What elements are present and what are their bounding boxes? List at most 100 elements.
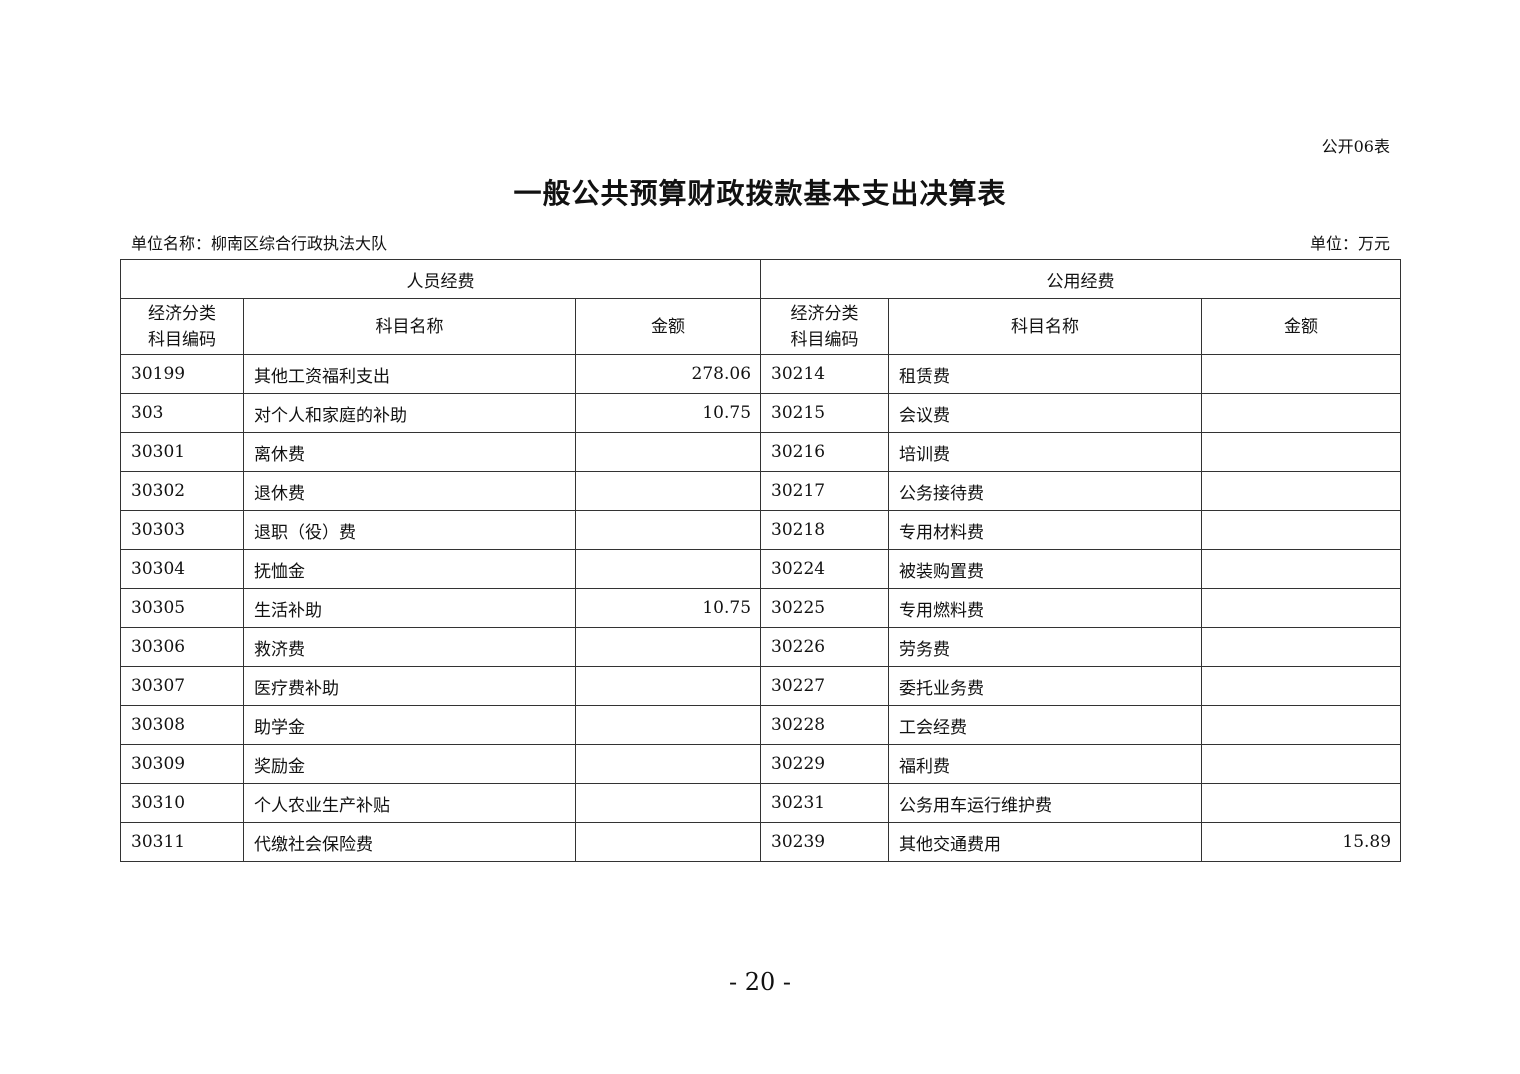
public-amount-cell: [1201, 549, 1402, 589]
public-amount-cell: [1201, 666, 1402, 706]
group-header-public: 公用经费: [760, 259, 1402, 299]
personnel-name-cell: 生活补助: [243, 588, 576, 628]
public-name-cell: 培训费: [888, 432, 1203, 472]
page-number: - 20 -: [728, 968, 791, 996]
personnel-name-cell: 对个人和家庭的补助: [243, 393, 576, 433]
public-name-cell: 公务用车运行维护费: [888, 783, 1203, 823]
header-name: 科目名称: [888, 298, 1203, 355]
personnel-code-cell: 30309: [120, 744, 244, 784]
personnel-name-cell: 离休费: [243, 432, 576, 472]
public-amount-cell: [1201, 471, 1402, 511]
group-header-personnel: 人员经费: [119, 259, 762, 299]
public-amount-cell: [1201, 354, 1402, 394]
table-row: 30304 抚恤金 30224 被装购置费: [120, 549, 1402, 589]
table-row: 30307 医疗费补助 30227 委托业务费: [120, 666, 1402, 706]
personnel-amount-cell: [574, 549, 762, 589]
personnel-code-cell: 30301: [120, 432, 244, 472]
public-code-cell: 30225: [760, 588, 890, 628]
table-row: 303 对个人和家庭的补助 10.75 30215 会议费: [120, 393, 1402, 433]
header-name: 科目名称: [243, 298, 576, 355]
header-amount: 金额: [574, 298, 762, 355]
personnel-amount-cell: [574, 627, 762, 667]
table-row: 30199 其他工资福利支出 278.06 30214 租赁费: [120, 354, 1402, 394]
personnel-name-cell: 医疗费补助: [243, 666, 576, 706]
public-code-cell: 30227: [760, 666, 890, 706]
public-name-cell: 其他交通费用: [888, 822, 1203, 862]
personnel-code-cell: 30307: [120, 666, 244, 706]
public-name-cell: 公务接待费: [888, 471, 1203, 511]
personnel-name-cell: 救济费: [243, 627, 576, 667]
personnel-code-cell: 30304: [120, 549, 244, 589]
personnel-amount-cell: 10.75: [574, 393, 762, 433]
table-row: 30305 生活补助 10.75 30225 专用燃料费: [120, 588, 1402, 628]
personnel-amount-cell: [574, 822, 762, 862]
personnel-code-cell: 30302: [120, 471, 244, 511]
public-amount-cell: [1201, 627, 1402, 667]
public-name-cell: 工会经费: [888, 705, 1203, 745]
personnel-amount-cell: [574, 432, 762, 472]
table-row: 30311 代缴社会保险费 30239 其他交通费用 15.89: [120, 822, 1402, 862]
public-code-cell: 30239: [760, 822, 890, 862]
public-amount-cell: [1201, 588, 1402, 628]
public-code-cell: 30226: [760, 627, 890, 667]
personnel-amount-cell: [574, 783, 762, 823]
personnel-code-cell: 30311: [120, 822, 244, 862]
table-row: 30309 奖励金 30229 福利费: [120, 744, 1402, 784]
personnel-code-cell: 30303: [120, 510, 244, 550]
personnel-amount-cell: 278.06: [574, 354, 762, 394]
table-row: 30301 离休费 30216 培训费: [120, 432, 1402, 472]
public-code-cell: 30228: [760, 705, 890, 745]
personnel-name-cell: 其他工资福利支出: [243, 354, 576, 394]
public-code-cell: 30218: [760, 510, 890, 550]
unit-name: 单位名称：柳南区综合行政执法大队: [131, 234, 388, 253]
personnel-code-cell: 30306: [120, 627, 244, 667]
public-name-cell: 专用燃料费: [888, 588, 1203, 628]
public-amount-cell: [1201, 510, 1402, 550]
public-code-cell: 30231: [760, 783, 890, 823]
public-code-cell: 30229: [760, 744, 890, 784]
public-name-cell: 劳务费: [888, 627, 1203, 667]
public-amount-cell: 15.89: [1201, 822, 1402, 862]
column-header-row: 经济分类 科目编码 科目名称 金额 经济分类 科目编码 科目名称 金额: [120, 298, 1402, 355]
currency-unit: 单位：万元: [1309, 234, 1390, 253]
public-code-cell: 30215: [760, 393, 890, 433]
personnel-name-cell: 抚恤金: [243, 549, 576, 589]
personnel-name-cell: 代缴社会保险费: [243, 822, 576, 862]
personnel-amount-cell: [574, 510, 762, 550]
public-code-cell: 30216: [760, 432, 890, 472]
personnel-name-cell: 退职（役）费: [243, 510, 576, 550]
public-amount-cell: [1201, 783, 1402, 823]
table-row: 30308 助学金 30228 工会经费: [120, 705, 1402, 745]
public-name-cell: 专用材料费: [888, 510, 1203, 550]
public-amount-cell: [1201, 432, 1402, 472]
personnel-amount-cell: [574, 705, 762, 745]
public-amount-cell: [1201, 705, 1402, 745]
personnel-code-cell: 30308: [120, 705, 244, 745]
personnel-code-cell: 30310: [120, 783, 244, 823]
public-name-cell: 福利费: [888, 744, 1203, 784]
header-code: 经济分类 科目编码: [760, 298, 890, 355]
public-code-cell: 30214: [760, 354, 890, 394]
personnel-amount-cell: [574, 666, 762, 706]
public-name-cell: 被装购置费: [888, 549, 1203, 589]
page-title: 一般公共预算财政拨款基本支出决算表: [513, 177, 1007, 210]
group-header-row: 人员经费 公用经费: [119, 259, 1402, 299]
expenditure-table: 人员经费 公用经费 经济分类 科目编码 科目名称 金额 经济分类 科目编码 科目…: [119, 259, 1402, 862]
personnel-name-cell: 奖励金: [243, 744, 576, 784]
personnel-code-cell: 30305: [120, 588, 244, 628]
personnel-code-cell: 303: [120, 393, 244, 433]
personnel-name-cell: 助学金: [243, 705, 576, 745]
personnel-amount-cell: 10.75: [574, 588, 762, 628]
personnel-code-cell: 30199: [120, 354, 244, 394]
personnel-name-cell: 退休费: [243, 471, 576, 511]
table-row: 30302 退休费 30217 公务接待费: [120, 471, 1402, 511]
table-row: 30306 救济费 30226 劳务费: [120, 627, 1402, 667]
public-name-cell: 租赁费: [888, 354, 1203, 394]
public-amount-cell: [1201, 393, 1402, 433]
public-code-cell: 30224: [760, 549, 890, 589]
header-amount: 金额: [1201, 298, 1402, 355]
public-name-cell: 会议费: [888, 393, 1203, 433]
table-row: 30310 个人农业生产补贴 30231 公务用车运行维护费: [120, 783, 1402, 823]
public-amount-cell: [1201, 744, 1402, 784]
form-number: 公开06表: [1321, 137, 1390, 156]
